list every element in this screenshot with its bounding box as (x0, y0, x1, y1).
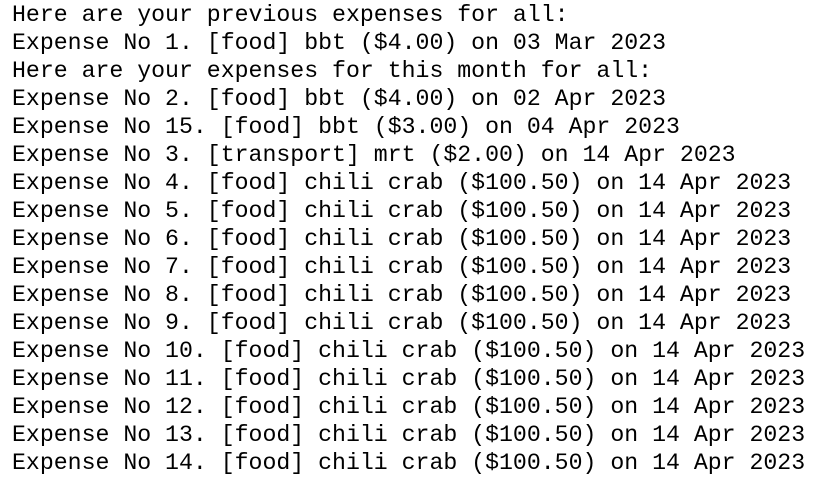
terminal-line: Expense No 2. [food] bbt ($4.00) on 02 A… (12, 86, 666, 112)
terminal-line: Expense No 5. [food] chili crab ($100.50… (12, 198, 792, 224)
terminal-line: Expense No 1. [food] bbt ($4.00) on 03 M… (12, 30, 666, 56)
terminal-line: Expense No 15. [food] bbt ($3.00) on 04 … (12, 114, 680, 140)
terminal-line: Expense No 12. [food] chili crab ($100.5… (12, 394, 806, 420)
terminal-line: Expense No 9. [food] chili crab ($100.50… (12, 310, 792, 336)
terminal-line: Expense No 13. [food] chili crab ($100.5… (12, 422, 806, 448)
terminal-line: Expense No 6. [food] chili crab ($100.50… (12, 226, 792, 252)
terminal-line: Here are your expenses for this month fo… (12, 58, 653, 84)
terminal-line: Expense No 8. [food] chili crab ($100.50… (12, 282, 792, 308)
terminal-line: Expense No 7. [food] chili crab ($100.50… (12, 254, 792, 280)
terminal-line: Expense No 4. [food] chili crab ($100.50… (12, 170, 792, 196)
terminal-line: Expense No 14. [food] chili crab ($100.5… (12, 450, 806, 476)
terminal-line: Here are your previous expenses for all: (12, 2, 569, 28)
terminal-line: Expense No 3. [transport] mrt ($2.00) on… (12, 142, 736, 168)
terminal-line: Expense No 10. [food] chili crab ($100.5… (12, 338, 806, 364)
terminal-line: Expense No 11. [food] chili crab ($100.5… (12, 366, 806, 392)
